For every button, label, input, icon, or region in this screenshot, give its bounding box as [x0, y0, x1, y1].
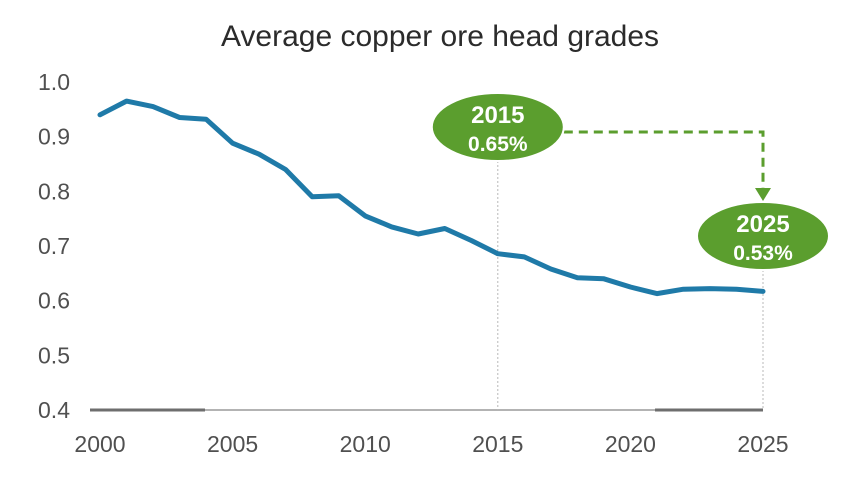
bubble-shape	[696, 201, 830, 271]
bubble-value: 0.53%	[733, 242, 793, 265]
y-tick-label: 0.9	[38, 124, 70, 150]
y-axis: 0.4 0.5 0.6 0.7 0.8 0.9 1.0	[38, 69, 70, 423]
series-line	[97, 98, 766, 297]
x-axis: 2000 2005 2010 2015 2020 2025	[74, 431, 788, 457]
bubble-year: 2025	[736, 211, 789, 238]
x-tick-label: 2015	[472, 431, 523, 457]
x-tick-label: 2000	[74, 431, 125, 457]
x-tick-label: 2020	[605, 431, 656, 457]
y-tick-label: 0.6	[38, 288, 70, 314]
y-tick-label: 0.4	[38, 397, 70, 423]
y-tick-label: 1.0	[38, 69, 70, 95]
x-tick-label: 2010	[340, 431, 391, 457]
annotation-bubble-2025: 2025 0.53%	[696, 201, 830, 271]
y-tick-label: 0.5	[38, 342, 70, 368]
chart-title: Average copper ore head grades	[221, 20, 659, 53]
arrowhead-icon	[755, 188, 771, 201]
annotation-bubble-2015: 2015 0.65%	[430, 92, 565, 162]
bubble-value: 0.65%	[468, 133, 528, 156]
x-tick-label: 2025	[737, 431, 788, 457]
y-tick-label: 0.8	[38, 178, 70, 204]
annotation-bubbles: 2015 0.65% 2025 0.53%	[430, 92, 830, 271]
reference-lines	[497, 161, 764, 410]
bubble-year: 2015	[471, 102, 524, 129]
bubble-shape	[430, 92, 565, 162]
x-tick-label: 2005	[207, 431, 258, 457]
y-tick-label: 0.7	[38, 233, 70, 259]
connector-arrow-line	[563, 130, 765, 190]
